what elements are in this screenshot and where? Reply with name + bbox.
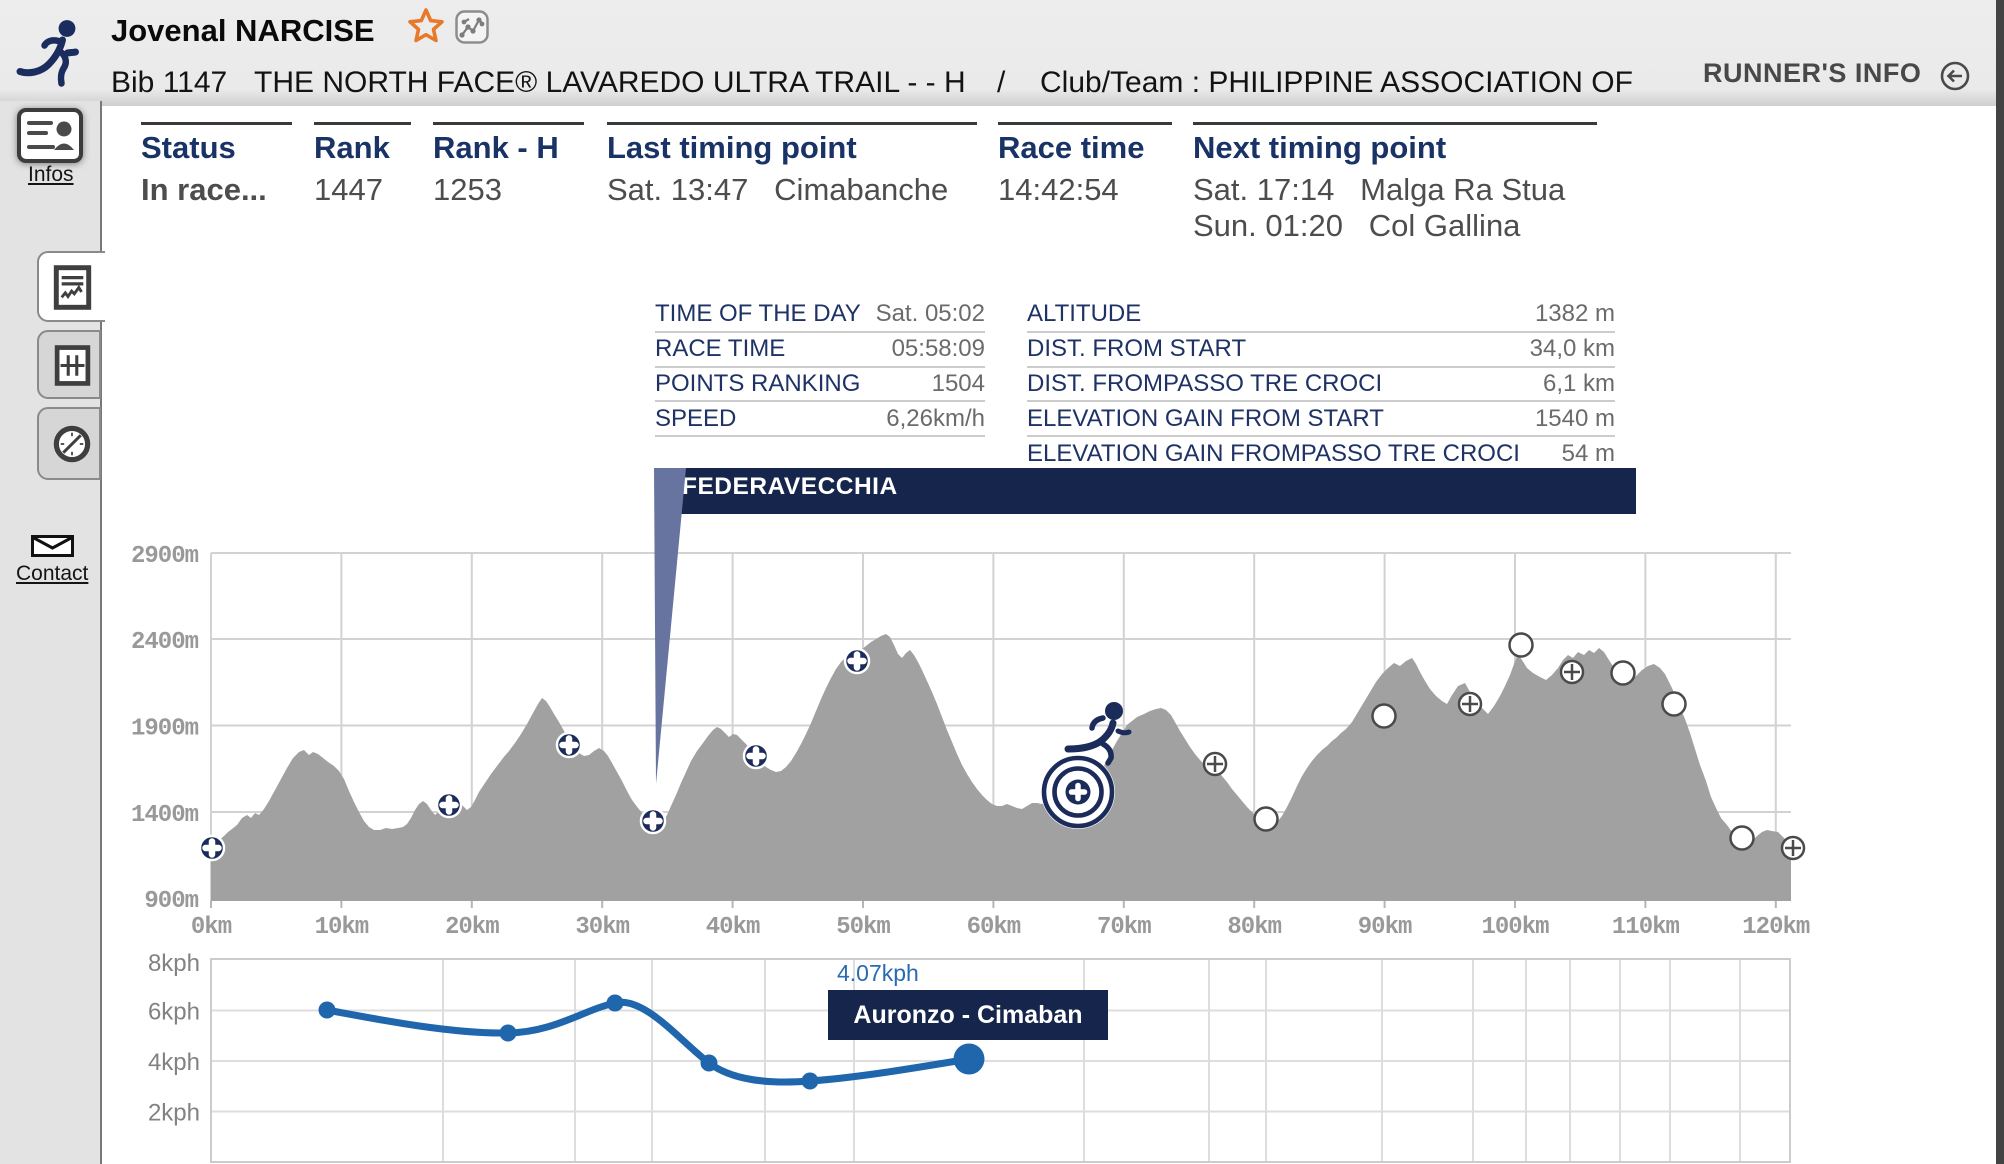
svg-text:70km: 70km: [1097, 914, 1151, 941]
svg-text:60km: 60km: [967, 914, 1021, 941]
svg-text:100km: 100km: [1481, 914, 1549, 941]
svg-text:2kph: 2kph: [148, 1100, 200, 1127]
svg-text:90km: 90km: [1358, 914, 1412, 941]
svg-text:1900m: 1900m: [131, 716, 199, 743]
svg-text:2400m: 2400m: [131, 629, 199, 656]
svg-text:8kph: 8kph: [148, 950, 200, 977]
svg-text:80km: 80km: [1227, 914, 1281, 941]
svg-text:900m: 900m: [144, 888, 198, 915]
svg-text:30km: 30km: [575, 914, 629, 941]
svg-text:20km: 20km: [445, 914, 499, 941]
svg-text:4kph: 4kph: [148, 1049, 200, 1076]
svg-text:2900m: 2900m: [131, 543, 199, 570]
svg-text:10km: 10km: [315, 914, 369, 941]
svg-text:40km: 40km: [706, 914, 760, 941]
svg-text:120km: 120km: [1742, 914, 1810, 941]
svg-text:1400m: 1400m: [131, 802, 199, 829]
svg-text:6kph: 6kph: [148, 999, 200, 1026]
svg-text:0km: 0km: [191, 914, 232, 941]
svg-text:110km: 110km: [1612, 914, 1680, 941]
svg-text:50km: 50km: [836, 914, 890, 941]
